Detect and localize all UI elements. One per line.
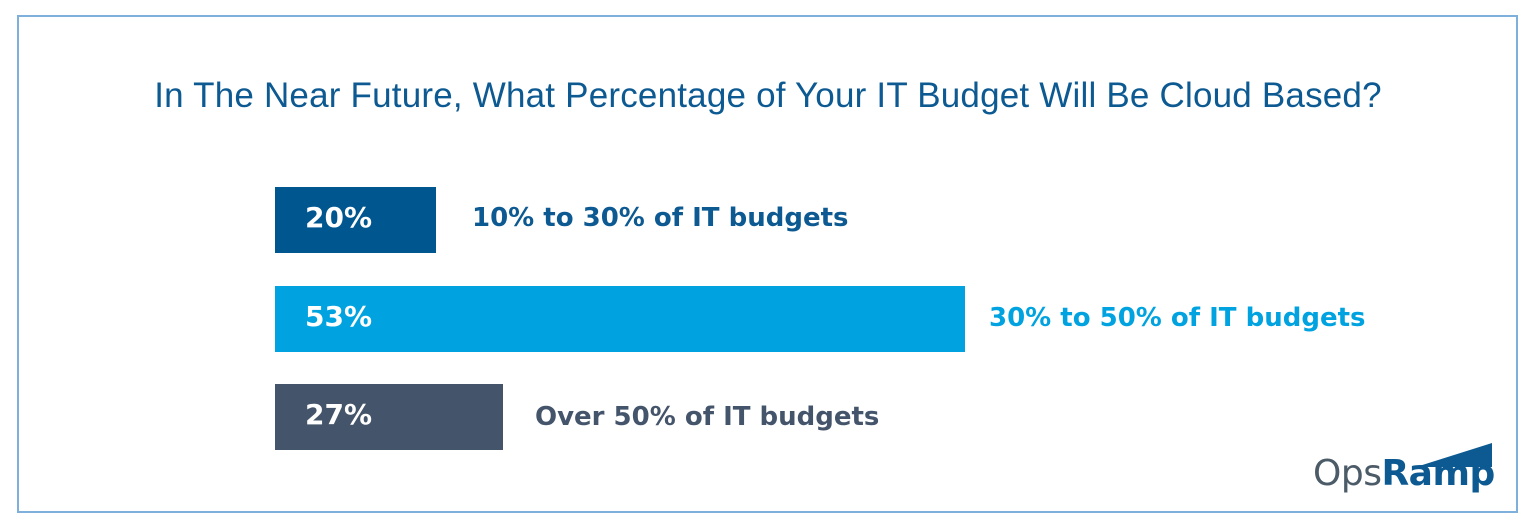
ramp-icon — [1416, 443, 1492, 467]
bar-value-label: 53% — [305, 300, 373, 333]
logo-text: OpsRamp — [1313, 453, 1495, 494]
bar-category-label: 30% to 50% of IT budgets — [989, 303, 1366, 333]
chart-title: In The Near Future, What Percentage of Y… — [154, 76, 1382, 115]
opsramp-logo: OpsRamp — [1313, 443, 1495, 495]
bar-category-label: Over 50% of IT budgets — [535, 402, 880, 432]
bar-value-label: 27% — [305, 398, 373, 431]
chart-frame — [17, 15, 1518, 513]
bar-30-50: 53% — [275, 286, 965, 352]
bar-over-50: 27% — [275, 384, 503, 450]
bar-category-label: 10% to 30% of IT budgets — [472, 203, 849, 233]
bar-10-30: 20% — [275, 187, 436, 253]
bar-value-label: 20% — [305, 201, 373, 234]
